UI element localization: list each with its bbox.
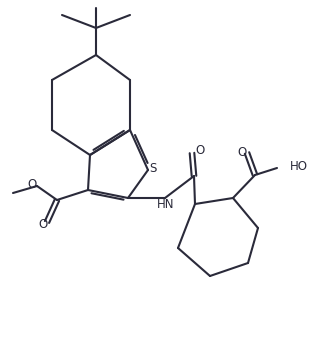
Text: HO: HO: [290, 159, 308, 173]
Text: O: O: [27, 178, 37, 191]
Text: O: O: [237, 145, 247, 158]
Text: O: O: [195, 144, 205, 157]
Text: HN: HN: [157, 199, 175, 212]
Text: O: O: [38, 217, 48, 230]
Text: S: S: [149, 163, 157, 176]
